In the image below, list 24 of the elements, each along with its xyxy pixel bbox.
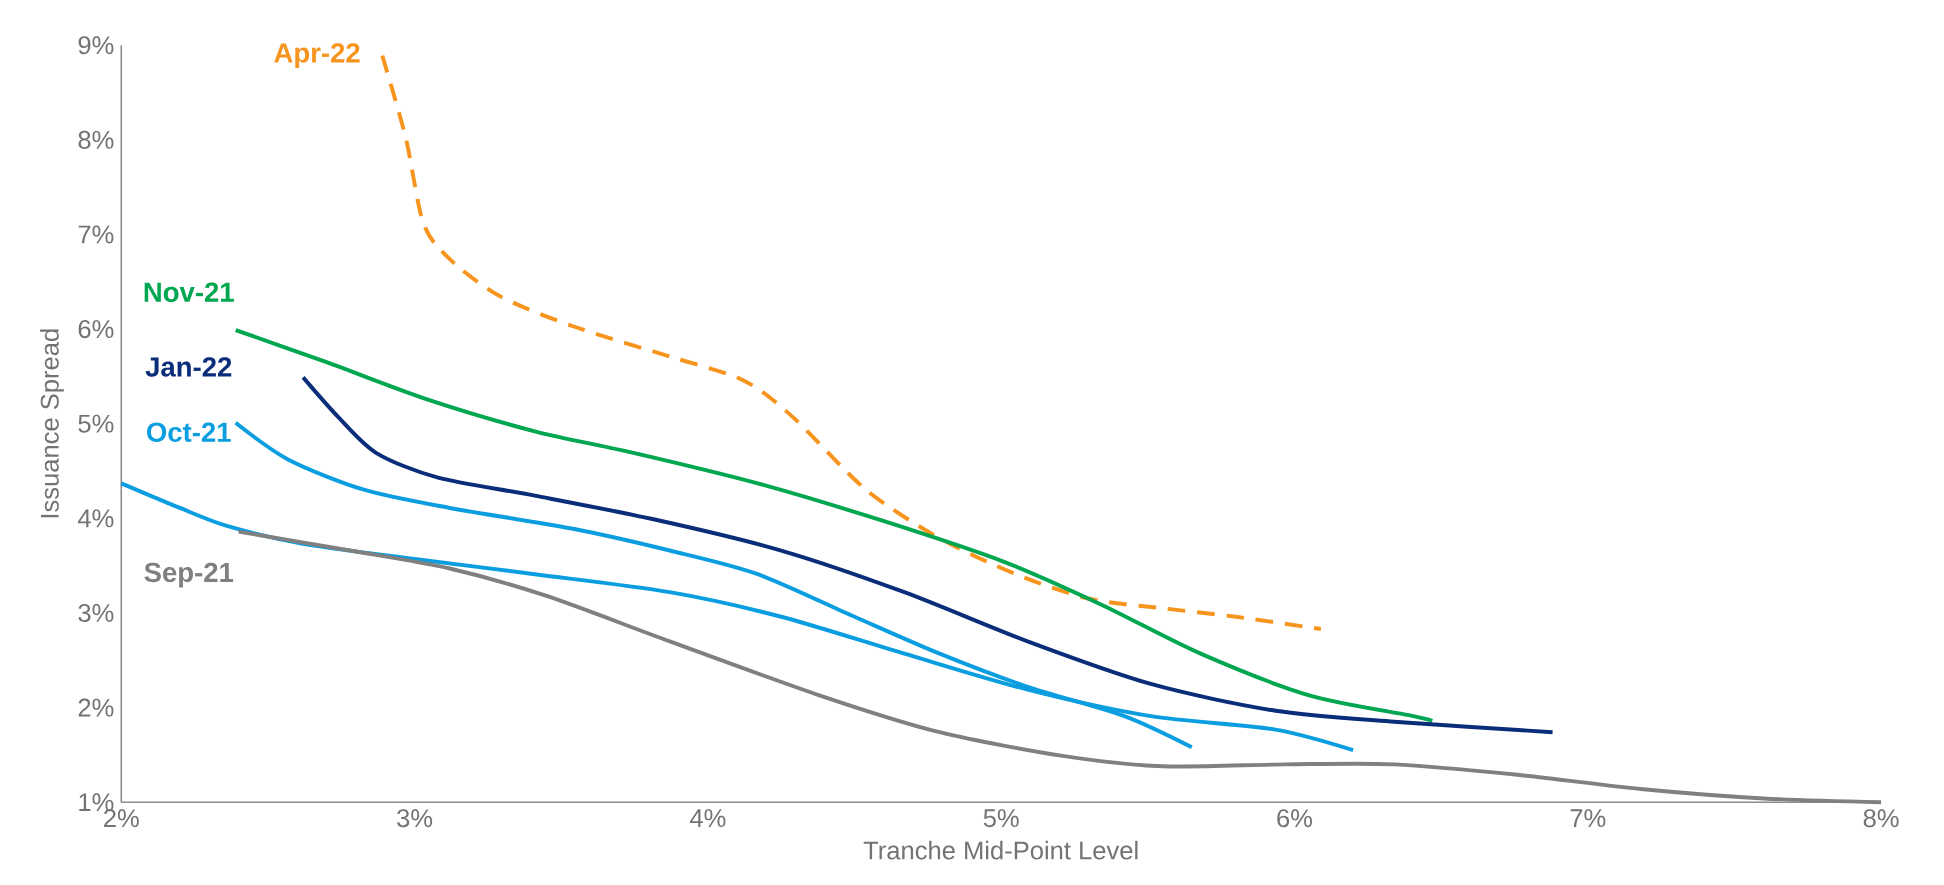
x-axis-title: Tranche Mid-Point Level: [863, 840, 1138, 860]
series-label: Nov-21: [144, 282, 234, 303]
y-tick-label: 9%: [78, 36, 114, 55]
x-tick-label: 7%: [1570, 809, 1606, 828]
y-tick-label: 7%: [78, 225, 114, 244]
x-tick-label: 5%: [983, 809, 1019, 828]
y-tick-label: 3%: [78, 604, 114, 623]
x-tick-label: 8%: [1863, 809, 1899, 828]
y-tick-label: 6%: [78, 320, 114, 339]
series-label: Apr-22: [274, 43, 360, 69]
x-tick-label: 3%: [397, 809, 433, 828]
x-tick-label: 6%: [1277, 809, 1313, 828]
text: Jan-22: [145, 357, 232, 377]
series-label: Sep-21: [144, 562, 234, 588]
series-label: Oct-21: [147, 422, 231, 443]
y-tick-label: 5%: [78, 414, 114, 433]
x-tick-label: 4%: [689, 809, 726, 828]
line-series: [380, 53, 1323, 632]
y-axis-title: Issuance Spread: [40, 329, 64, 518]
y-tick-label: 2%: [78, 698, 114, 717]
line-series: [301, 375, 1555, 735]
y-tick-label: 8%: [78, 130, 114, 149]
line-series: [233, 328, 1435, 723]
y-tick-label: 4%: [77, 509, 114, 528]
